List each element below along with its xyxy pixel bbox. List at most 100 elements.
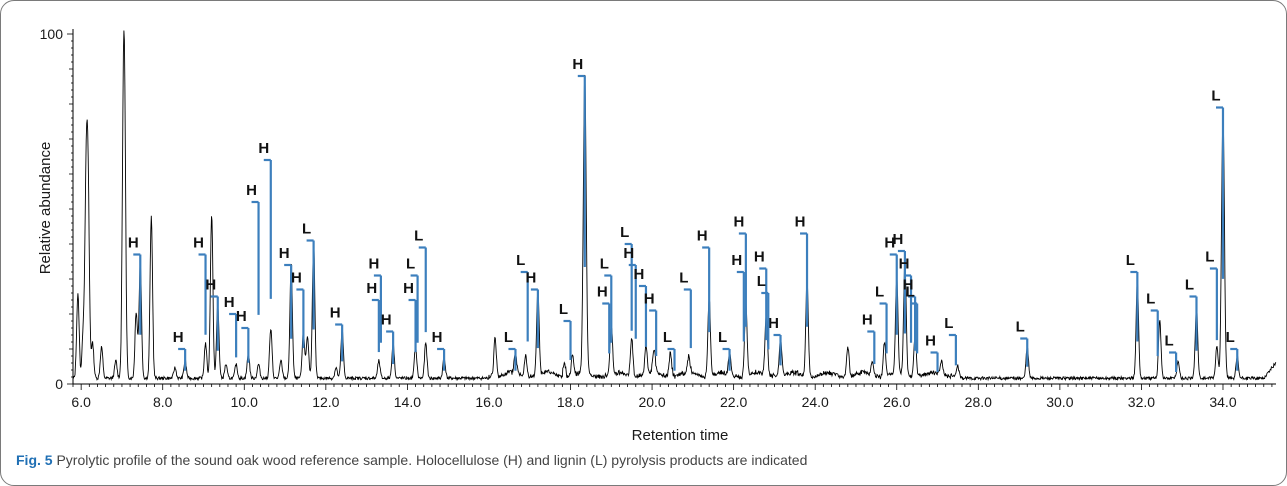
annotation-label: H [330, 305, 341, 322]
peak-annotation-H: H [381, 312, 395, 365]
annotation-label: L [620, 224, 629, 241]
annotation-label: H [634, 266, 645, 283]
peak-annotation-H: H [892, 231, 907, 334]
peak-annotation-H: H [432, 329, 446, 371]
x-tick-label: 8.0 [153, 394, 173, 410]
peak-annotation-H: H [330, 305, 344, 362]
x-tick-label: 30.0 [1046, 394, 1073, 410]
peak-annotation-H: H [205, 277, 219, 351]
caption-text: Pyrolytic profile of the sound oak wood … [56, 452, 808, 468]
peak-annotation-L: L [1016, 319, 1029, 367]
peak-annotation-L: L [414, 228, 427, 333]
peak-annotation-L: L [906, 284, 919, 354]
peak-point [280, 366, 281, 367]
x-tick-label: 16.0 [475, 394, 502, 410]
peak-annotation-H: H [795, 214, 809, 327]
annotation-label: H [224, 294, 235, 311]
annotation-label: H [731, 252, 742, 269]
annotation-label: L [1126, 252, 1135, 269]
annotation-label: L [504, 329, 513, 346]
annotation-label: H [903, 277, 914, 294]
annotation-label: H [768, 315, 779, 332]
peak-annotation-H: H [768, 315, 782, 366]
annotation-label: L [406, 256, 415, 273]
annotation-label: H [366, 280, 377, 297]
x-tick-label: 22.0 [720, 394, 747, 410]
peak-point [335, 373, 336, 374]
peak-point [1178, 366, 1179, 367]
annotation-label: L [906, 284, 915, 301]
chromatogram-chart: 0 100 6.0 8.0 10.0 12.0 14.0 16.0 18.0 20.0 22.0 24… [37, 26, 1277, 444]
annotation-label: L [1146, 291, 1155, 308]
annotation-label: H [623, 245, 634, 262]
peak-annotation-L: L [302, 221, 315, 330]
annotation-label: L [944, 315, 953, 332]
y-axis-title: Relative abundance [37, 142, 54, 275]
x-tick-label: 12.0 [312, 394, 339, 410]
annotation-label: H [597, 284, 608, 301]
annotation-label: L [679, 270, 688, 287]
peak-annotation-H: H [246, 182, 260, 315]
peak-point [688, 366, 689, 367]
x-tick-label: 14.0 [394, 394, 421, 410]
peak-annotation-H: H [697, 228, 711, 333]
annotation-label: L [757, 273, 766, 290]
peak-annotation-H: H [754, 249, 768, 341]
peak-annotation-L: L [516, 252, 529, 342]
peak-annotation-H: H [366, 280, 380, 353]
peak-annotation-L: L [679, 270, 692, 349]
annotation-label: L [1016, 319, 1025, 336]
annotation-label: H [892, 231, 903, 248]
annotation-label: L [718, 329, 727, 346]
annotation-label: L [875, 284, 884, 301]
annotation-label: H [795, 214, 806, 231]
annotation-label: L [1226, 329, 1235, 346]
peak-annotation-L: L [600, 256, 613, 343]
annotation-label: L [1205, 249, 1214, 266]
peak-point [572, 362, 573, 363]
annotation-label: H [884, 235, 895, 252]
x-tick-label: 18.0 [557, 394, 584, 410]
peak-annotation-H: H [224, 294, 238, 358]
annotation-label: H [733, 214, 744, 231]
peak-point [83, 341, 84, 342]
peak-annotation-L: L [559, 301, 572, 361]
x-tick-label: 32.0 [1128, 394, 1155, 410]
plot-area [72, 30, 1277, 382]
peak-point [225, 369, 226, 370]
annotation-label: L [663, 329, 672, 346]
peak-annotation-L: L [620, 224, 633, 331]
peak-annotation-L: L [1165, 333, 1178, 373]
figure-caption: Fig. 5 Pyrolytic profile of the sound oa… [16, 452, 1276, 468]
peak-annotation-H: H [279, 245, 293, 339]
peak-annotation-L: L [875, 284, 888, 354]
peak-point [941, 369, 942, 370]
chromatogram-trace [72, 30, 1277, 382]
peak-point [564, 369, 565, 370]
x-tick-label: 24.0 [802, 394, 829, 410]
peak-annotation-H: H [862, 312, 876, 365]
peak-annotation-L: L [757, 273, 770, 350]
annotation-label: H [205, 277, 216, 294]
peak-point [115, 366, 116, 367]
annotation-label: L [1185, 277, 1194, 294]
peak-annotation-H: H [572, 56, 586, 267]
peak-point [645, 355, 646, 356]
annotation-label: H [899, 256, 910, 273]
peak-annotation-H: H [236, 308, 250, 363]
annotation-label: H [403, 280, 414, 297]
peak-annotation-L: L [1126, 252, 1139, 342]
x-tick-label: 28.0 [965, 394, 992, 410]
annotation-label: H [572, 56, 583, 73]
peak-annotation-H: H [525, 270, 539, 349]
x-tick-label: 34.0 [1209, 394, 1236, 410]
peak-annotation-H: H [128, 235, 142, 335]
peak-annotation-L: L [718, 329, 731, 371]
annotation-label: H [432, 329, 443, 346]
peak-annotation-H: H [193, 235, 207, 335]
annotation-label: H [258, 140, 269, 157]
annotation-label: L [559, 301, 568, 318]
peak-annotation-L: L [663, 329, 676, 371]
peak-annotation-H: H [634, 266, 648, 347]
